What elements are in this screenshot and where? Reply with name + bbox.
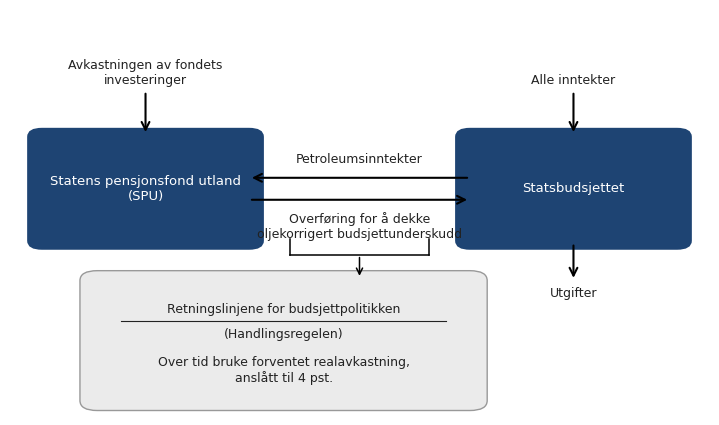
Text: Over tid bruke forventet realavkastning,
anslått til 4 pst.: Over tid bruke forventet realavkastning,… <box>157 356 410 385</box>
Text: Utgifter: Utgifter <box>550 286 597 300</box>
Text: Alle inntekter: Alle inntekter <box>531 74 615 87</box>
Text: Retningslinjene for budsjettpolitikken: Retningslinjene for budsjettpolitikken <box>167 303 400 316</box>
Text: Avkastningen av fondets
investeringer: Avkastningen av fondets investeringer <box>68 59 223 87</box>
Text: Statens pensjonsfond utland
(SPU): Statens pensjonsfond utland (SPU) <box>50 175 241 203</box>
Text: Petroleumsinntekter: Petroleumsinntekter <box>296 153 423 166</box>
Text: Overføring for å dekke
oljekorrigert budsjettunderskudd: Overføring for å dekke oljekorrigert bud… <box>257 212 462 241</box>
Text: (Handlingsregelen): (Handlingsregelen) <box>224 328 344 341</box>
FancyBboxPatch shape <box>28 129 263 249</box>
Text: Statsbudsjettet: Statsbudsjettet <box>522 182 625 195</box>
FancyBboxPatch shape <box>456 129 691 249</box>
FancyBboxPatch shape <box>80 271 487 411</box>
